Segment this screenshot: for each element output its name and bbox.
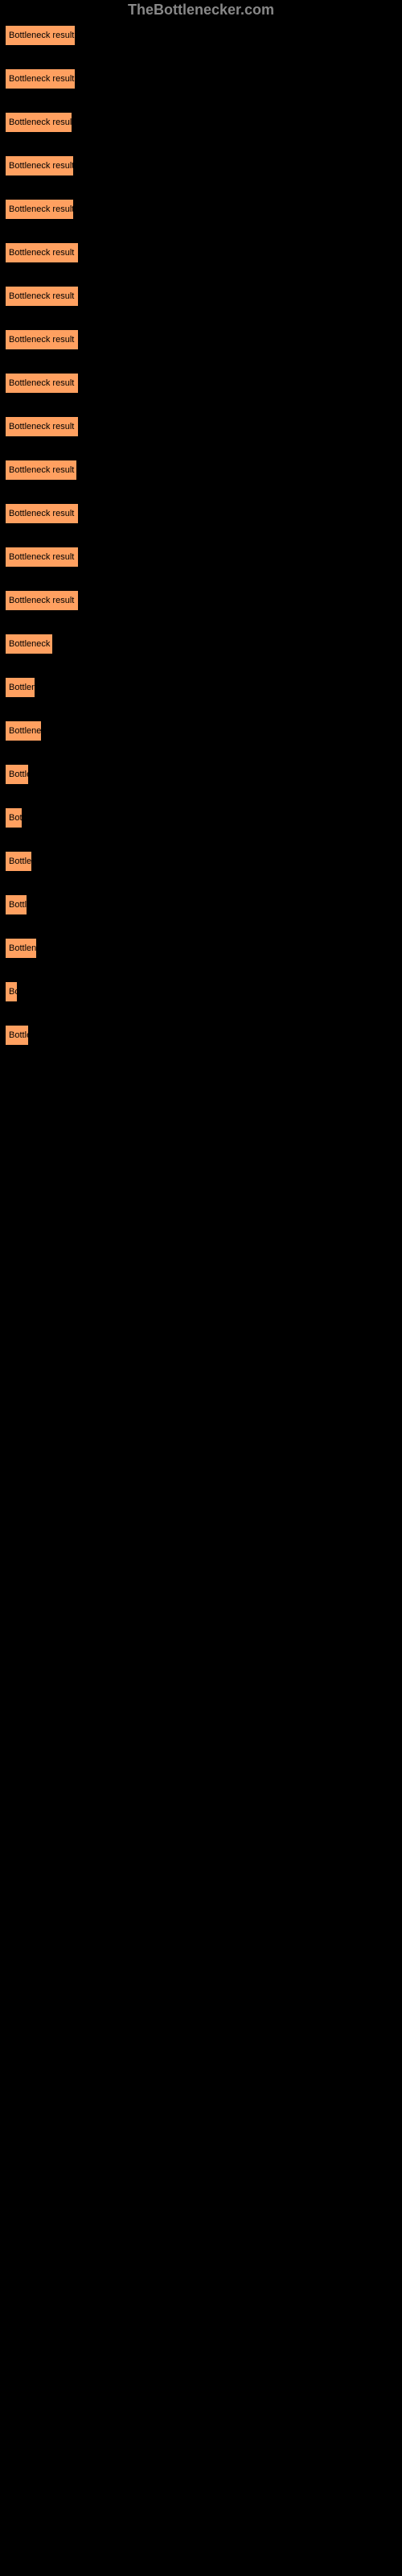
chart-bar: Bottleneck result xyxy=(5,242,79,263)
bar-label: Bottleneck result xyxy=(9,248,74,258)
chart-bar: Bottleneck result xyxy=(5,199,74,220)
bar-wrapper: Bottleneck result xyxy=(5,547,397,568)
bar-wrapper: Bottleneck result xyxy=(5,112,397,133)
bar-label: Bottler xyxy=(9,1030,29,1040)
chart-bar: Bottleneck result xyxy=(5,503,79,524)
bar-label: Bottleneck result xyxy=(9,552,74,562)
chart-bar: Bottleneck r xyxy=(5,720,42,741)
chart-bar: Bottleneck result xyxy=(5,460,77,481)
bar-chart: Bottleneck result Bottleneck result Bottle… xyxy=(0,25,402,1046)
bar-label: Bo xyxy=(9,987,18,997)
bar-wrapper: Bottlene xyxy=(5,851,397,872)
chart-bar: Bottlene xyxy=(5,851,32,872)
bar-label: Bottleneck result xyxy=(9,74,74,84)
chart-bar: Bottleneck re xyxy=(5,634,53,654)
bar-label: Bottleneck result xyxy=(9,161,74,171)
chart-bar: Bottleneck result xyxy=(5,25,76,46)
bar-label: Bottleneck result xyxy=(9,118,72,127)
bar-label: Bottleneck result xyxy=(9,31,74,40)
chart-bar: Bottleneck result xyxy=(5,112,72,133)
chart-bar: Bottleneck result xyxy=(5,416,79,437)
bar-label: Bottleneck result xyxy=(9,204,74,214)
bar-wrapper: Bo xyxy=(5,981,397,1002)
bar-label: Bottleneck result xyxy=(9,596,74,605)
bar-label: Bot xyxy=(9,813,23,823)
chart-bar: Bottlenec xyxy=(5,677,35,698)
chart-bar: Bottleneck result xyxy=(5,547,79,568)
bar-wrapper: Bottleneck result xyxy=(5,68,397,89)
bar-wrapper: Bottleneck r xyxy=(5,720,397,741)
bar-label: Bottleneck result xyxy=(9,378,74,388)
bar-label: Bottlenec xyxy=(9,683,35,692)
chart-bar: Bottlen xyxy=(5,764,29,785)
bar-label: Bottlenec xyxy=(9,943,37,953)
bar-label: Bottleneck r xyxy=(9,726,42,736)
bar-wrapper: Bottleneck re xyxy=(5,634,397,654)
bar-wrapper: Bottlenec xyxy=(5,938,397,959)
bar-label: Bottleneck result xyxy=(9,465,74,475)
bar-label: Bottleneck re xyxy=(9,639,53,649)
bar-wrapper: Bottlen xyxy=(5,764,397,785)
bar-wrapper: Bottleneck result xyxy=(5,590,397,611)
bar-label: Bottleneck result xyxy=(9,335,74,345)
bar-label: Bottlen xyxy=(9,770,29,779)
bar-wrapper: Bottlenec xyxy=(5,677,397,698)
bar-wrapper: Bottleneck result xyxy=(5,242,397,263)
bar-wrapper: Bottleneck result xyxy=(5,25,397,46)
chart-bar: Bottleneck result xyxy=(5,68,76,89)
bar-wrapper: Bot xyxy=(5,807,397,828)
chart-bar: Bo xyxy=(5,981,18,1002)
bar-wrapper: Bottleneck result xyxy=(5,155,397,176)
chart-bar: Bot xyxy=(5,807,23,828)
bar-wrapper: Bottle xyxy=(5,894,397,915)
bar-wrapper: Bottleneck result xyxy=(5,460,397,481)
bar-wrapper: Bottleneck result xyxy=(5,286,397,307)
chart-bar: Bottler xyxy=(5,1025,29,1046)
bar-label: Bottleneck result xyxy=(9,509,74,518)
bar-wrapper: Bottleneck result xyxy=(5,416,397,437)
chart-bar: Bottleneck result xyxy=(5,590,79,611)
chart-bar: Bottleneck result xyxy=(5,155,74,176)
chart-bar: Bottleneck result xyxy=(5,373,79,394)
chart-bar: Bottlenec xyxy=(5,938,37,959)
bar-wrapper: Bottleneck result xyxy=(5,373,397,394)
chart-bar: Bottleneck result xyxy=(5,329,79,350)
site-title: TheBottlenecker.com xyxy=(128,2,274,18)
bar-wrapper: Bottleneck result xyxy=(5,503,397,524)
chart-bar: Bottle xyxy=(5,894,27,915)
bar-label: Bottleneck result xyxy=(9,422,74,431)
bar-wrapper: Bottleneck result xyxy=(5,329,397,350)
header: TheBottlenecker.com xyxy=(0,0,402,25)
chart-bar: Bottleneck result xyxy=(5,286,79,307)
bar-label: Bottle xyxy=(9,900,27,910)
bar-label: Bottlene xyxy=(9,857,32,866)
bar-label: Bottleneck result xyxy=(9,291,74,301)
bar-wrapper: Bottleneck result xyxy=(5,199,397,220)
bar-wrapper: Bottler xyxy=(5,1025,397,1046)
